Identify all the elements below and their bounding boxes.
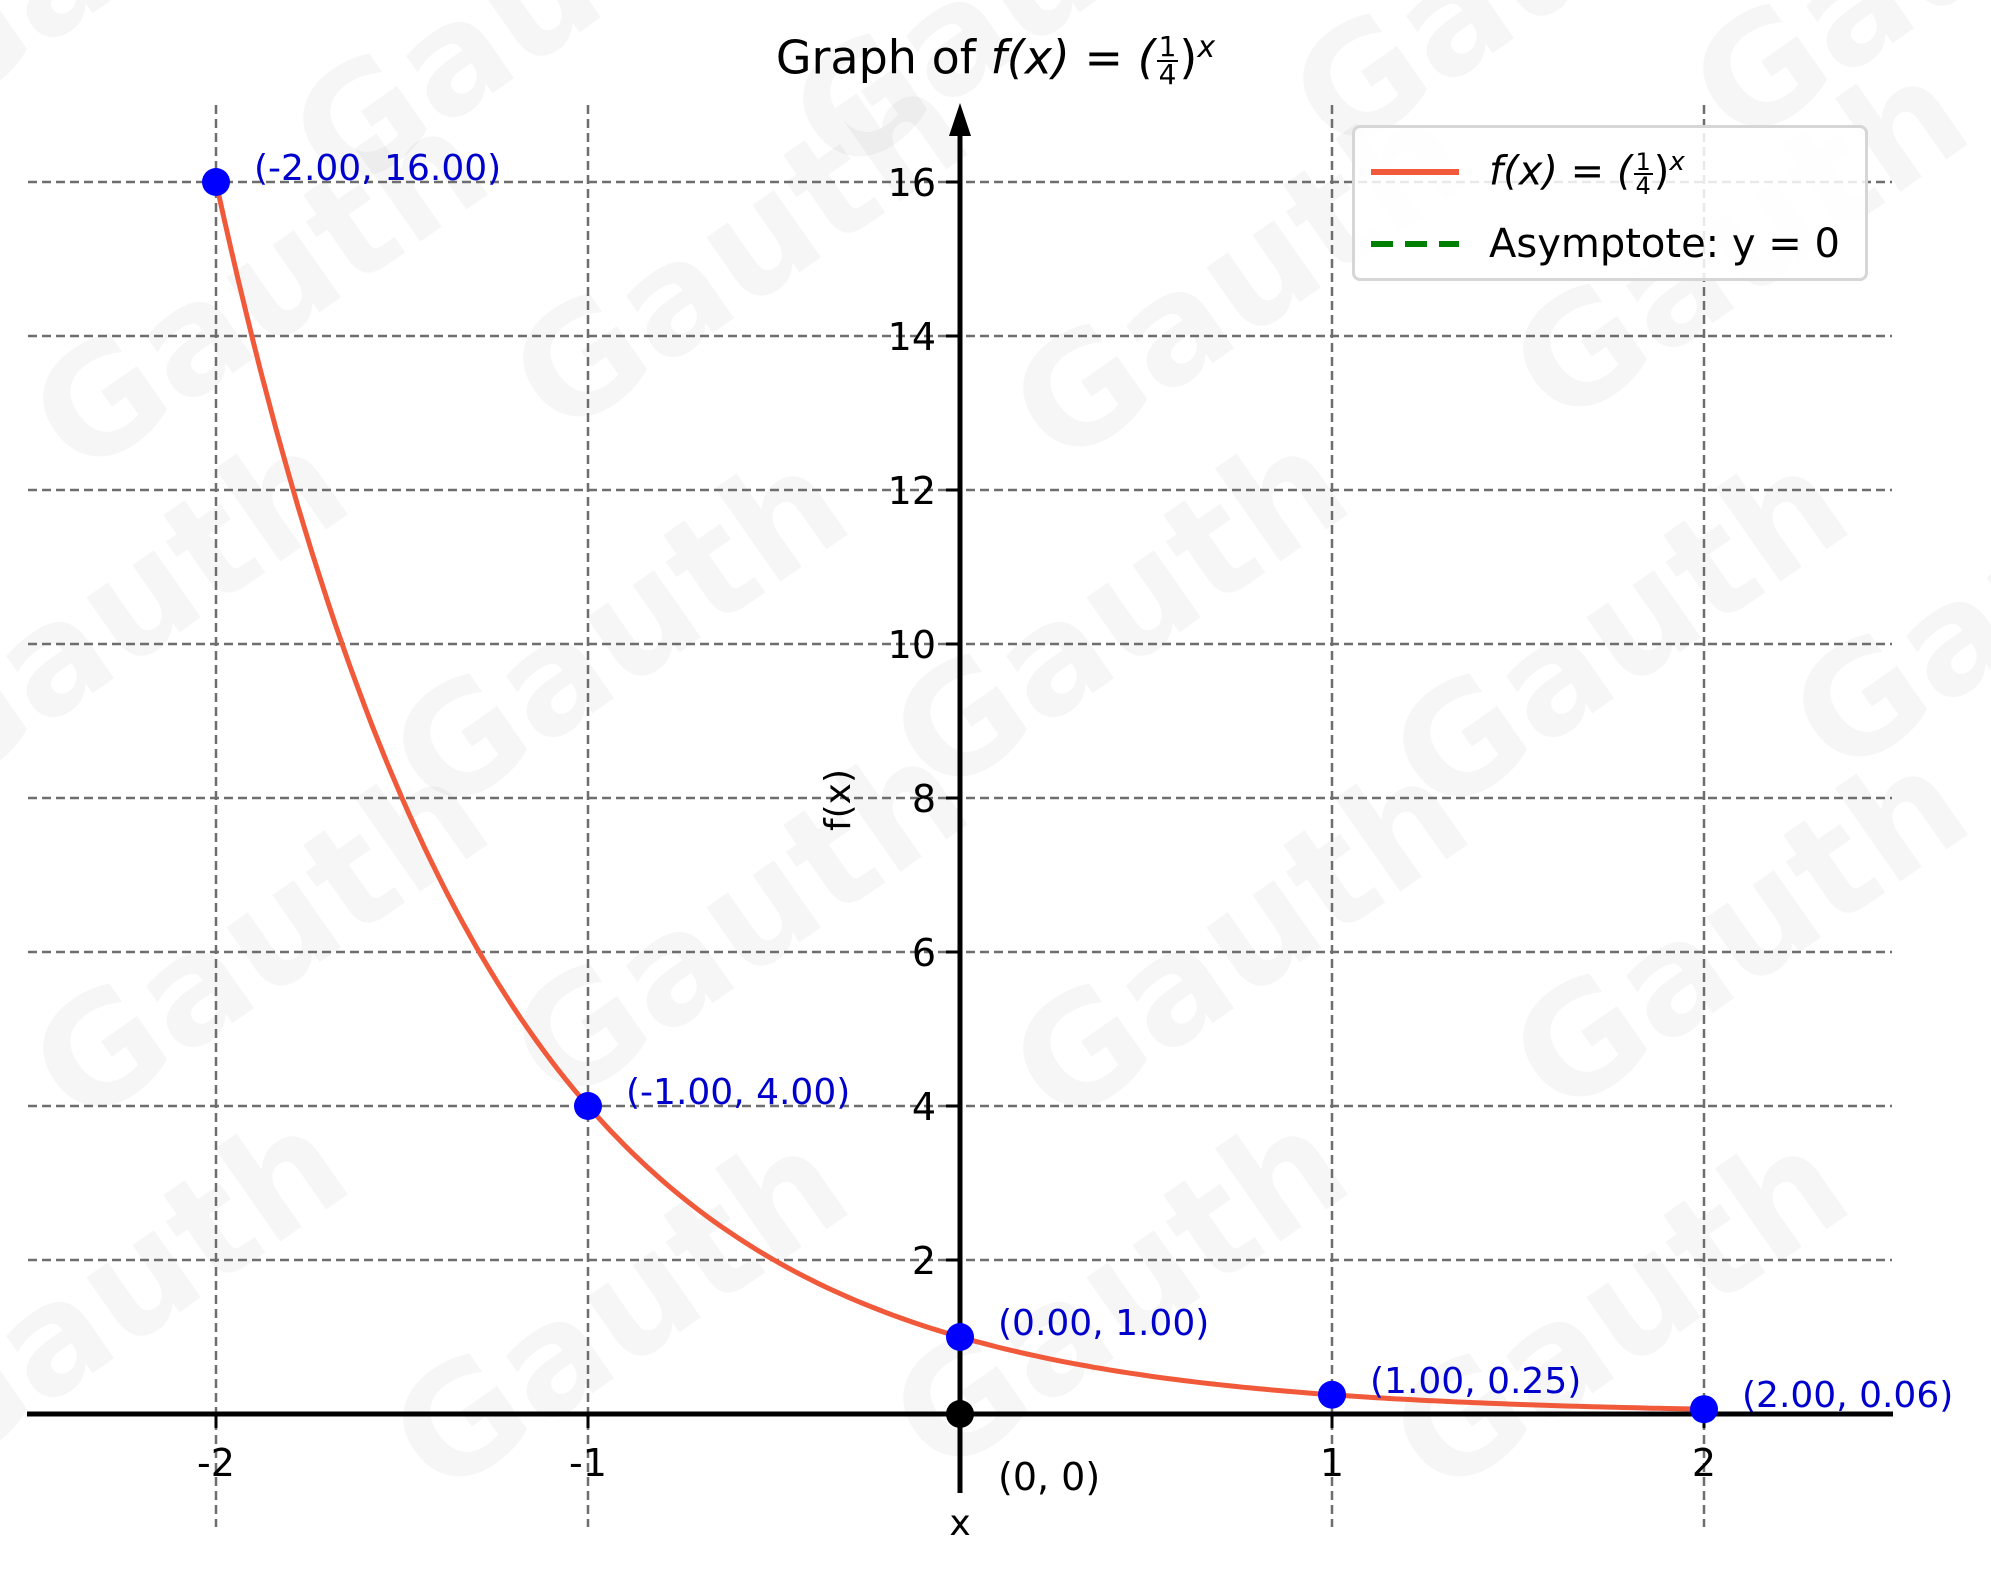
- y-tick-label: 12: [888, 469, 936, 513]
- legend: f(x) = (1 4)x Asymptote: y = 0: [1352, 125, 1868, 281]
- data-point-label: (0.00, 1.00): [998, 1303, 1209, 1344]
- data-point-label: (-2.00, 16.00): [254, 148, 501, 189]
- watermark-text: Gauth: [0, 1075, 378, 1510]
- legend-frac-num: 1: [1633, 147, 1653, 176]
- y-axis-label: f(x): [818, 769, 859, 831]
- legend-exponent: x: [1669, 147, 1685, 178]
- watermark-text: Gauth: [1361, 1095, 1878, 1530]
- watermark-text: Gauth: [981, 725, 1498, 1160]
- origin-label: (0, 0): [998, 1455, 1100, 1499]
- title-exponent: x: [1197, 30, 1216, 65]
- legend-swatch-dashed: [1371, 241, 1459, 247]
- data-point: [1690, 1395, 1718, 1424]
- watermark-text: Gauth: [361, 1095, 878, 1530]
- y-tick-label: 8: [912, 777, 936, 821]
- title-frac-den: 4: [1158, 57, 1177, 91]
- legend-func-text: f(x) = (: [1489, 148, 1633, 195]
- title-func: f(x) = (: [990, 30, 1156, 85]
- data-point: [1318, 1380, 1346, 1409]
- legend-close: ): [1653, 148, 1670, 195]
- x-tick-label: 2: [1692, 1441, 1716, 1485]
- y-tick-label: 6: [912, 931, 936, 975]
- legend-frac-den: 4: [1635, 171, 1651, 200]
- origin-point: [946, 1400, 974, 1428]
- data-point: [946, 1323, 974, 1351]
- chart-title: Graph of f(x) = (1 4)x: [0, 30, 1991, 88]
- data-point-label: (2.00, 0.06): [1742, 1375, 1953, 1416]
- x-tick-label: -2: [197, 1441, 235, 1485]
- watermark-text: Gauth: [861, 1075, 1378, 1510]
- x-tick-label: -1: [569, 1441, 607, 1485]
- data-points: (-2.00, 16.00) (-1.00, 4.00) (0.00, 1.00) (…: [202, 148, 1953, 1428]
- y-axis-arrow-icon: [949, 103, 971, 136]
- y-tick-label: 10: [888, 623, 936, 667]
- y-tick-label: 16: [888, 161, 936, 205]
- watermark-text: Gauth: [481, 35, 998, 470]
- title-frac-num: 1: [1156, 29, 1179, 63]
- data-point: [574, 1092, 602, 1120]
- data-point: [202, 168, 230, 196]
- legend-label-asymptote: Asymptote: y = 0: [1489, 221, 1840, 267]
- y-tick-label: 14: [888, 315, 936, 359]
- data-point-label: (1.00, 0.25): [1370, 1361, 1581, 1402]
- y-tick-label: 2: [912, 1239, 936, 1283]
- y-tick-label: 4: [912, 1085, 936, 1129]
- title-close: ): [1179, 30, 1198, 85]
- legend-swatch-solid: [1371, 169, 1459, 175]
- data-point-label: (-1.00, 4.00): [626, 1072, 850, 1113]
- title-prefix: Graph of: [775, 30, 991, 85]
- x-axis-label: x: [949, 1503, 970, 1544]
- watermark-text: Gauth: [0, 395, 378, 830]
- legend-label-function: f(x) = (1 4)x: [1489, 147, 1685, 200]
- x-tick-label: 1: [1320, 1441, 1344, 1485]
